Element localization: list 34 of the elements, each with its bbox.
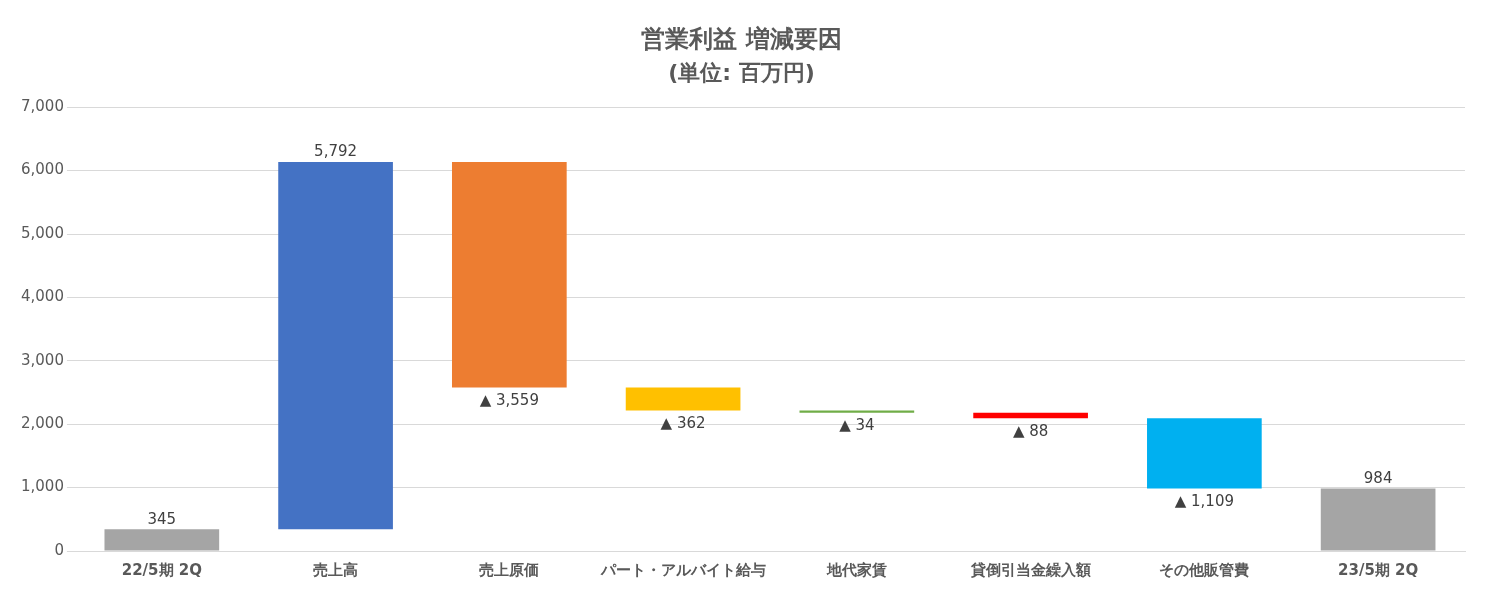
y-tick-label: 1,000 bbox=[20, 477, 64, 496]
chart-title: 営業利益 増減要因 bbox=[641, 24, 842, 53]
chart-subtitle: (単位: 百万円) bbox=[668, 59, 815, 85]
data-label: 984 bbox=[1363, 469, 1393, 488]
bar bbox=[452, 161, 567, 388]
data-label: ▲ 34 bbox=[839, 416, 875, 435]
data-label: 5,792 bbox=[314, 142, 358, 161]
data-label: ▲ 362 bbox=[660, 413, 706, 432]
data-label: ▲ 3,559 bbox=[479, 390, 539, 409]
y-tick-label: 2,000 bbox=[20, 414, 64, 433]
y-tick-label: 4,000 bbox=[20, 287, 64, 306]
bar bbox=[973, 412, 1088, 419]
x-tick-label: その他販管費 bbox=[1159, 560, 1250, 579]
bar bbox=[1320, 488, 1436, 551]
x-tick-label: 22/5期 2Q bbox=[121, 560, 202, 579]
bar bbox=[104, 529, 220, 551]
data-label: ▲ 1,109 bbox=[1174, 491, 1234, 510]
y-tick-label: 0 bbox=[54, 540, 64, 559]
data-label: 345 bbox=[147, 509, 177, 528]
y-tick-label: 7,000 bbox=[20, 97, 64, 116]
x-tick-label: パート・アルバイト給与 bbox=[599, 560, 766, 579]
data-label: ▲ 88 bbox=[1012, 421, 1049, 440]
bar bbox=[1147, 418, 1262, 489]
y-tick-label: 5,000 bbox=[20, 223, 64, 242]
bar bbox=[625, 387, 741, 411]
x-tick-label: 地代家賃 bbox=[825, 560, 887, 579]
x-tick-label: 売上原価 bbox=[479, 560, 540, 579]
y-tick-label: 3,000 bbox=[20, 350, 64, 369]
x-tick-label: 23/5期 2Q bbox=[1338, 560, 1419, 579]
bar bbox=[799, 410, 915, 413]
bar bbox=[278, 161, 393, 530]
x-tick-label: 売上高 bbox=[313, 560, 359, 579]
y-tick-label: 6,000 bbox=[20, 160, 64, 179]
x-tick-label: 貸倒引当金繰入額 bbox=[969, 560, 1091, 579]
